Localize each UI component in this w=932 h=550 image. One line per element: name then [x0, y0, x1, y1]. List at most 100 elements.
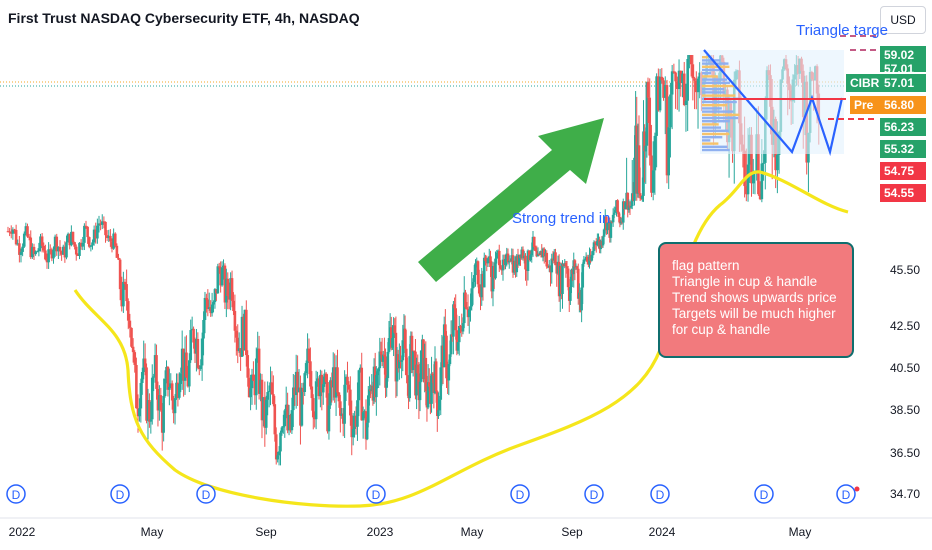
candle-body: [217, 266, 221, 268]
candle-body: [581, 263, 585, 288]
candle-body: [123, 281, 127, 285]
candle-body: [180, 348, 184, 374]
candle-body: [696, 78, 700, 93]
candle-body: [406, 375, 409, 384]
candle-body: [142, 358, 145, 373]
candle-body: [102, 221, 106, 223]
candle-body: [529, 255, 532, 260]
candle-body: [155, 355, 158, 389]
candle-body: [223, 265, 227, 303]
candle-body: [304, 363, 308, 374]
candle-body: [150, 377, 154, 420]
candle-body: [146, 400, 150, 421]
volume-profile-bar: [702, 139, 711, 142]
candle-body: [280, 427, 284, 433]
candle-body: [83, 225, 86, 243]
candle-body: [434, 361, 438, 392]
candle-body: [240, 316, 244, 357]
candle-body: [431, 373, 434, 376]
candle-body: [302, 387, 305, 392]
candle-body: [245, 309, 248, 356]
candle-body: [596, 241, 599, 246]
candle-body: [489, 256, 492, 268]
candle-body: [91, 242, 94, 246]
candle-body: [677, 70, 681, 90]
x-tick-label: May: [141, 525, 164, 539]
callout-line: Targets will be much higher: [672, 306, 836, 321]
candle-body: [21, 246, 24, 252]
candle-body: [665, 85, 669, 176]
candle-body: [495, 252, 499, 259]
candle-body: [377, 368, 380, 372]
candle-body: [253, 380, 257, 396]
candle-body: [110, 241, 114, 249]
candle-body: [471, 281, 475, 289]
candle-body: [517, 254, 521, 265]
candle-body: [202, 319, 205, 339]
chart-title: First Trust NASDAQ Cybersecurity ETF, 4h…: [8, 10, 360, 26]
callout-line: Trend shows upwards price: [672, 290, 837, 305]
candle-body: [296, 371, 299, 393]
candle-body: [564, 262, 568, 267]
candle-body: [688, 55, 691, 59]
candle-body: [225, 278, 228, 303]
candle-body: [284, 404, 288, 411]
candle-body: [186, 377, 190, 387]
candle-body: [327, 405, 331, 432]
dividend-marker-label: D: [516, 488, 525, 502]
candle-body: [156, 388, 160, 411]
candle-body: [614, 210, 617, 213]
candle-body: [219, 267, 222, 286]
candle-body: [300, 387, 304, 426]
candle-body: [453, 304, 456, 309]
candle-body: [643, 131, 646, 152]
candle-body: [283, 410, 287, 427]
candle-body: [672, 71, 676, 73]
volume-profile-bar: [702, 120, 730, 123]
candle-body: [192, 328, 195, 343]
candle-body: [58, 246, 62, 252]
candle-body: [651, 170, 655, 193]
candle-body: [274, 434, 278, 460]
candle-body: [648, 97, 652, 156]
candle-body: [750, 134, 753, 184]
candle-body: [316, 378, 319, 382]
candle-body: [404, 348, 408, 376]
candle-body: [411, 350, 415, 371]
candle-body: [45, 259, 49, 263]
y-axis-ticks: 34.70 36.50 38.50 40.50 42.50 45.50: [890, 263, 920, 501]
candle-body: [467, 309, 471, 318]
candle-body: [653, 135, 657, 171]
volume-profile-bar: [702, 113, 740, 116]
candle-body: [776, 154, 779, 171]
candle-body: [125, 284, 128, 302]
candle-body: [408, 356, 411, 399]
candle-body: [554, 252, 557, 266]
dividend-marker: [754, 484, 774, 504]
candle-body: [532, 236, 536, 248]
candle-body: [68, 233, 72, 246]
badge-level-5623: 56.23: [880, 118, 926, 136]
candle-body: [504, 258, 507, 265]
volume-profile-bar: [702, 107, 722, 110]
candle-body: [100, 221, 104, 225]
x-tick-label: May: [461, 525, 484, 539]
callout-line: for cup & handle: [672, 322, 771, 337]
candle-body: [618, 217, 622, 224]
candle-body: [670, 71, 674, 95]
currency-button[interactable]: USD: [880, 6, 926, 34]
badge-pre-price: 56.80: [880, 96, 926, 114]
candle-body: [572, 260, 576, 275]
candle-body: [179, 373, 183, 384]
candle-body: [11, 229, 15, 234]
candle-body: [459, 326, 462, 329]
candle-body: [569, 287, 572, 301]
candle-body: [601, 236, 605, 246]
candle-body: [166, 366, 170, 390]
candle-body: [249, 388, 252, 398]
badge-cibr-price: 57.01: [880, 74, 926, 92]
candle-body: [196, 338, 200, 368]
candle-body: [329, 380, 332, 406]
candle-body: [494, 258, 497, 279]
candle-body: [272, 394, 275, 405]
